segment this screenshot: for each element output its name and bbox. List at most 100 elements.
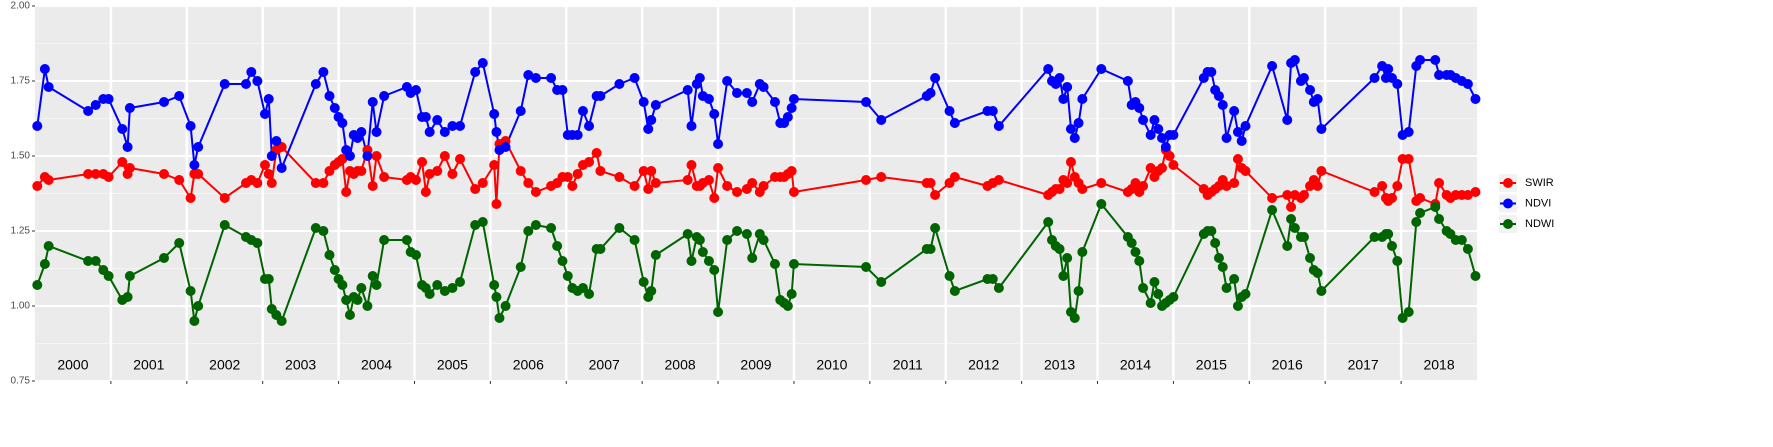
data-point — [1065, 124, 1076, 134]
data-point — [1168, 160, 1179, 170]
data-point — [90, 256, 101, 266]
data-point — [876, 172, 887, 182]
data-point — [424, 289, 435, 299]
data-point — [174, 175, 185, 185]
data-point — [367, 97, 378, 107]
data-point — [318, 178, 329, 188]
data-point — [32, 181, 43, 191]
data-point — [638, 97, 649, 107]
data-point — [769, 97, 780, 107]
data-point — [758, 181, 769, 191]
data-point — [117, 157, 128, 167]
data-point — [1138, 115, 1149, 125]
data-point — [925, 244, 936, 254]
data-point — [219, 79, 230, 89]
data-point — [447, 283, 458, 293]
year-label: 2017 — [1348, 357, 1379, 373]
legend-label: SWIR — [1525, 177, 1554, 189]
data-point — [562, 271, 573, 281]
data-point — [1392, 256, 1403, 266]
data-point — [362, 151, 373, 161]
data-point — [1286, 214, 1297, 224]
data-point — [1096, 199, 1107, 209]
data-point — [546, 223, 557, 233]
data-point — [1430, 202, 1441, 212]
data-point — [379, 172, 390, 182]
data-point — [1305, 253, 1316, 263]
data-point — [769, 259, 780, 269]
data-point — [1434, 178, 1445, 188]
data-point — [310, 178, 321, 188]
data-point — [379, 235, 390, 245]
legend: SWIR NDVI NDWI — [1499, 174, 1554, 233]
data-point — [638, 166, 649, 176]
data-point — [1145, 298, 1156, 308]
data-point — [1054, 184, 1065, 194]
y-tick-label: 1.50 — [11, 151, 31, 162]
year-label: 2016 — [1272, 357, 1303, 373]
data-point — [1229, 178, 1240, 188]
data-point — [124, 163, 135, 173]
data-point — [629, 235, 640, 245]
data-point — [1153, 289, 1164, 299]
year-label: 2014 — [1120, 357, 1151, 373]
data-point — [477, 217, 488, 227]
data-point — [709, 265, 720, 275]
data-point — [1286, 202, 1297, 212]
data-point — [523, 178, 534, 188]
data-point — [124, 103, 135, 113]
data-point — [1077, 94, 1088, 104]
data-point — [1217, 262, 1228, 272]
data-point — [489, 280, 500, 290]
data-point — [447, 169, 458, 179]
data-point — [1312, 94, 1323, 104]
data-point — [103, 172, 114, 182]
data-point — [159, 253, 170, 263]
data-point — [1316, 166, 1327, 176]
data-point — [185, 121, 196, 131]
data-point — [686, 256, 697, 266]
data-point — [1470, 187, 1481, 197]
data-point — [489, 109, 500, 119]
data-point — [1062, 82, 1073, 92]
data-point — [552, 241, 563, 251]
data-point — [32, 280, 43, 290]
data-point — [930, 223, 941, 233]
data-point — [686, 121, 697, 131]
data-point — [788, 259, 799, 269]
data-point — [1058, 271, 1069, 281]
data-point — [1430, 55, 1441, 65]
data-point — [1153, 124, 1164, 134]
data-point — [1403, 307, 1414, 317]
data-point — [523, 226, 534, 236]
data-point — [1305, 85, 1316, 95]
year-label: 2007 — [589, 357, 620, 373]
data-point — [1316, 286, 1327, 296]
data-point — [562, 172, 573, 182]
data-point — [782, 301, 793, 311]
data-point — [1392, 181, 1403, 191]
data-point — [993, 175, 1004, 185]
data-point — [439, 286, 450, 296]
data-point — [477, 178, 488, 188]
data-point — [523, 70, 534, 80]
data-point — [1403, 127, 1414, 137]
data-point — [1130, 178, 1141, 188]
data-point — [43, 82, 54, 92]
data-point — [356, 283, 367, 293]
data-point — [1415, 193, 1426, 203]
data-point — [1377, 181, 1388, 191]
data-point — [122, 292, 133, 302]
data-point — [949, 172, 960, 182]
data-point — [324, 91, 335, 101]
data-point — [174, 91, 185, 101]
data-point — [747, 253, 758, 263]
year-label: 2004 — [361, 357, 392, 373]
data-point — [252, 76, 263, 86]
data-point — [646, 286, 657, 296]
data-point — [189, 316, 200, 326]
data-point — [310, 79, 321, 89]
data-point — [329, 103, 340, 113]
